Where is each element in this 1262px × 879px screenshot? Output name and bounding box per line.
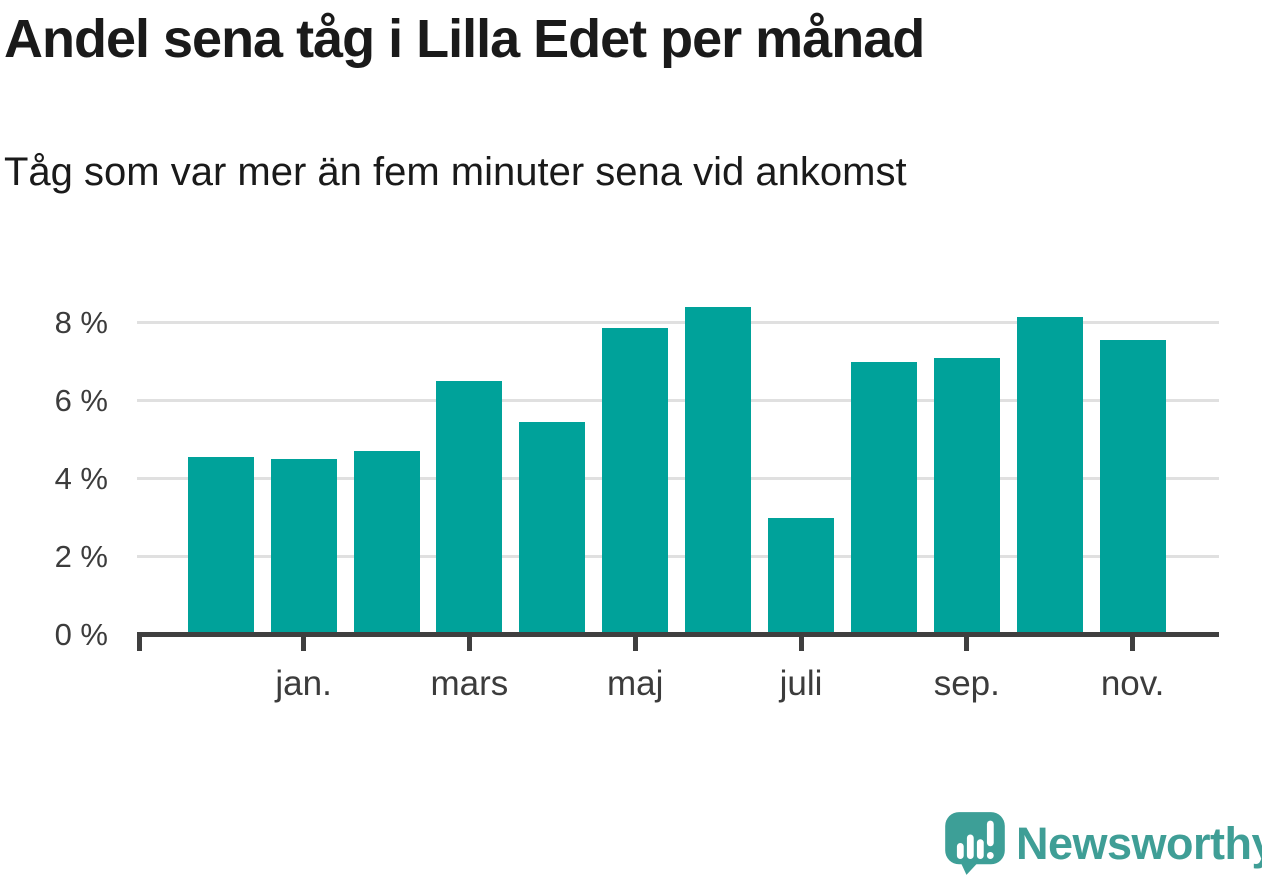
x-axis-tick bbox=[1130, 637, 1136, 651]
bar-maj bbox=[602, 328, 669, 636]
x-axis-tick bbox=[466, 637, 472, 651]
x-axis-label: maj bbox=[606, 664, 664, 703]
x-axis-label: juli bbox=[779, 664, 823, 703]
bar-apr bbox=[519, 422, 586, 636]
bar-juni bbox=[685, 306, 752, 636]
page-subtitle: Tåg som var mer än fem minuter sena vid … bbox=[4, 150, 907, 194]
bar-aug bbox=[850, 361, 917, 636]
y-axis-label: 6 % bbox=[54, 382, 108, 418]
x-axis-label: mars bbox=[430, 664, 509, 703]
x-axis-label: sep. bbox=[933, 664, 1000, 703]
gridline bbox=[137, 477, 1219, 481]
x-axis-tick bbox=[632, 637, 638, 651]
x-axis-line bbox=[137, 632, 1219, 637]
bar-jan bbox=[270, 459, 337, 636]
bar-juli bbox=[768, 517, 834, 636]
gridline bbox=[137, 399, 1219, 403]
x-axis-edge-tick bbox=[137, 637, 142, 651]
bar-mars bbox=[436, 381, 503, 636]
bar-okt bbox=[1016, 316, 1083, 636]
gridline bbox=[137, 555, 1219, 559]
bar-chart: 0 % 2 % 4 % 6 % 8 % jan. mars maj juli sep. nov. bbox=[54, 304, 1219, 703]
newsworthy-logo bbox=[944, 810, 1006, 876]
y-axis-label: 8 % bbox=[54, 304, 108, 340]
y-axis-label: 2 % bbox=[54, 538, 108, 574]
page-title: Andel sena tåg i Lilla Edet per månad bbox=[4, 9, 925, 69]
x-axis-tick bbox=[798, 637, 804, 651]
x-axis-tick bbox=[301, 637, 307, 651]
bar-sep bbox=[933, 357, 1000, 636]
gridline bbox=[137, 321, 1219, 325]
x-axis-tick bbox=[964, 637, 970, 651]
y-axis-label: 0 % bbox=[54, 617, 108, 652]
bar-dec bbox=[187, 457, 254, 636]
bar-nov bbox=[1099, 340, 1166, 636]
bar-feb bbox=[353, 451, 420, 636]
x-axis-label: nov. bbox=[1100, 664, 1165, 703]
x-axis-label: jan. bbox=[275, 664, 332, 703]
newsworthy-speech-bubble-bar-chart-icon bbox=[945, 812, 1005, 875]
y-axis-label: 4 % bbox=[54, 460, 108, 496]
newsworthy-brand-text: Newsworthy bbox=[1016, 818, 1262, 869]
